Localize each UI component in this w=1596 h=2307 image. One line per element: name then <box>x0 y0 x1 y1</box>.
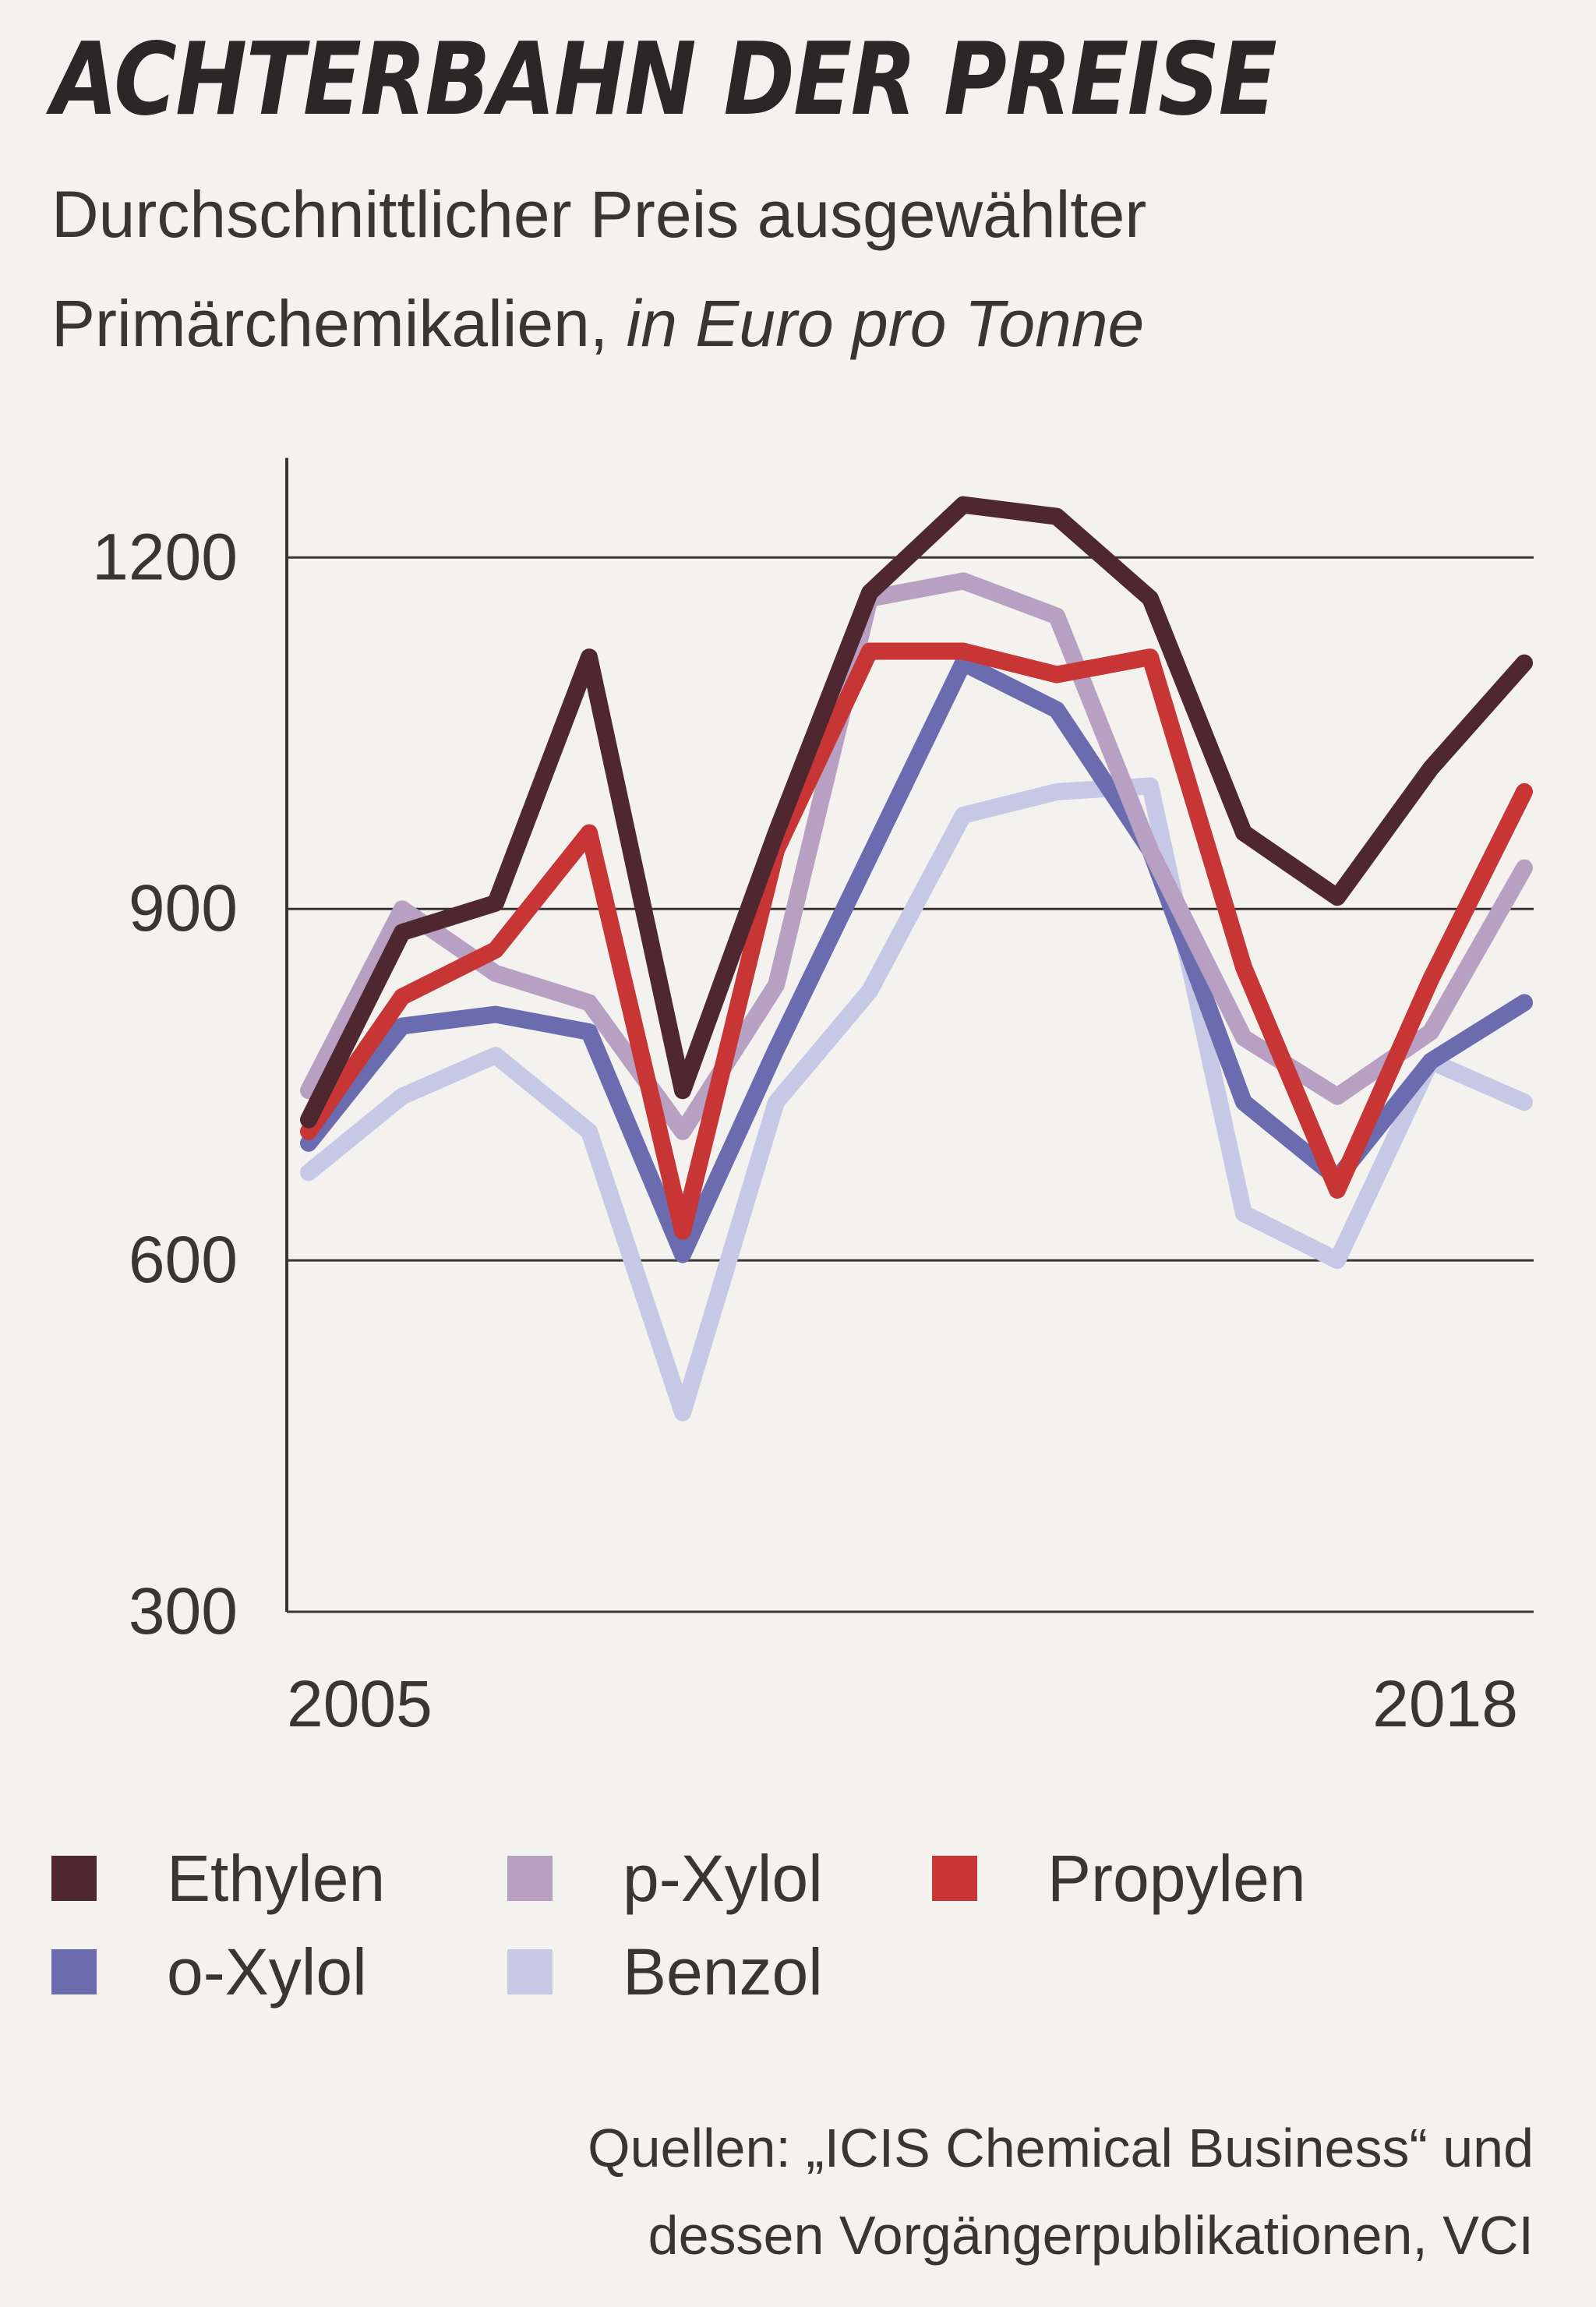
line-chart: 300 600 900 1200 2005 2018 <box>92 458 1534 1740</box>
legend-item-ethylen: Ethylen <box>51 1839 385 1917</box>
legend-swatch-ethylen <box>51 1856 97 1901</box>
legend-item-benzol: Benzol <box>507 1933 823 2011</box>
legend-row-1: Ethylen p-Xylol Propylen <box>51 1839 1548 1917</box>
legend-label-propylen: Propylen <box>1047 1841 1306 1915</box>
series-line-p-xylol <box>300 572 1533 1140</box>
series-line-benzol <box>300 777 1533 1422</box>
legend-row-2: o-Xylol Benzol <box>51 1933 1548 2011</box>
y-tick-label-300: 300 <box>129 1574 238 1648</box>
series-line-ethylen <box>300 496 1533 1129</box>
grid-lines <box>285 458 1534 1613</box>
x-tick-label-first: 2005 <box>287 1667 433 1740</box>
subtitle-unit: in Euro pro Tonne <box>626 287 1145 360</box>
y-tick-label-900: 900 <box>129 871 238 945</box>
legend-label-p-xylol: p-Xylol <box>623 1841 823 1915</box>
y-tick-label-600: 600 <box>129 1223 238 1296</box>
legend-swatch-p-xylol <box>507 1856 553 1901</box>
legend-swatch-benzol <box>507 1949 553 1994</box>
x-tick-label-last: 2018 <box>1372 1667 1518 1740</box>
subtitle-text: Durchschnittlicher Preis ausgewählter Pr… <box>51 178 1147 360</box>
chart-title: ACHTERBAHN DER PREISE <box>51 22 1277 138</box>
legend-swatch-propylen <box>932 1856 977 1901</box>
legend-swatch-o-xylol <box>51 1949 97 1994</box>
series-line-propylen <box>300 642 1533 1240</box>
y-tick-label-1200: 1200 <box>92 520 238 593</box>
legend-item-o-xylol: o-Xylol <box>51 1933 367 2011</box>
legend-label-o-xylol: o-Xylol <box>167 1934 367 2008</box>
legend-item-p-xylol: p-Xylol <box>507 1839 823 1917</box>
legend-label-benzol: Benzol <box>623 1934 823 2008</box>
source-line-1: Quellen: „ICIS Chemical Business“ und <box>588 2118 1534 2178</box>
source-note: Quellen: „ICIS Chemical Business“ und de… <box>53 2104 1534 2279</box>
legend-item-propylen: Propylen <box>932 1839 1306 1917</box>
legend-label-ethylen: Ethylen <box>167 1841 386 1915</box>
source-line-2: dessen Vorgängerpublikationen, VCI <box>648 2205 1534 2266</box>
series-lines <box>300 496 1533 1422</box>
chart-subtitle: Durchschnittlicher Preis ausgewählter Pr… <box>51 160 1532 378</box>
axis-labels: 300 600 900 1200 2005 2018 <box>92 520 1518 1740</box>
